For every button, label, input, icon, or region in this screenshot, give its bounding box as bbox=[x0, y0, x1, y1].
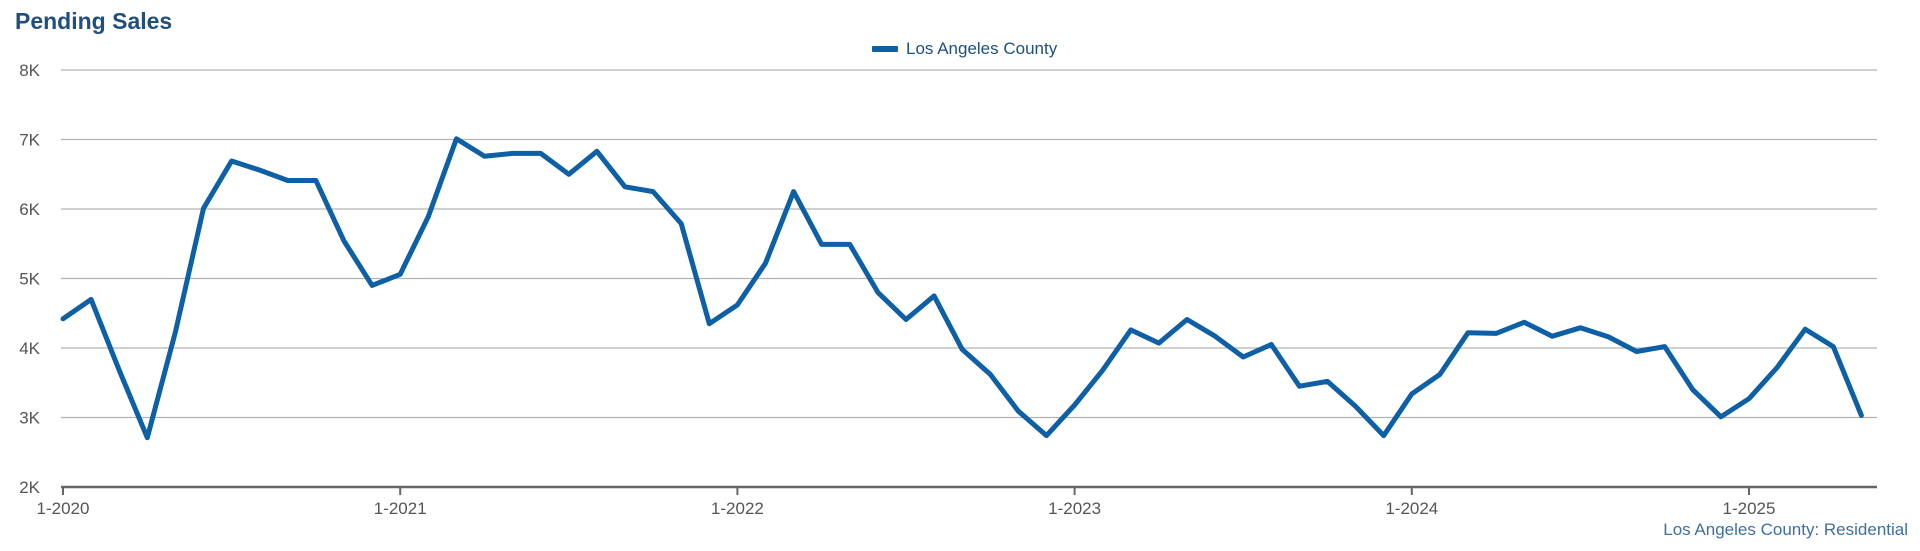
chart-legend: Los Angeles County bbox=[872, 39, 1057, 59]
x-tick-label: 1-2022 bbox=[711, 499, 764, 518]
chart-title: Pending Sales bbox=[15, 8, 173, 34]
y-tick-label: 7K bbox=[19, 131, 40, 150]
x-tick-label: 1-2024 bbox=[1385, 499, 1438, 518]
y-tick-label: 2K bbox=[19, 478, 40, 497]
x-tick-label: 1-2023 bbox=[1048, 499, 1101, 518]
x-tick-label: 1-2020 bbox=[37, 499, 90, 518]
y-tick-label: 5K bbox=[19, 270, 40, 289]
y-tick-label: 8K bbox=[19, 61, 40, 80]
chart-footnote: Los Angeles County: Residential bbox=[1663, 520, 1908, 539]
x-tick-label: 1-2021 bbox=[374, 499, 427, 518]
legend-swatch bbox=[872, 46, 898, 52]
y-tick-label: 3K bbox=[19, 409, 40, 428]
y-tick-label: 4K bbox=[19, 339, 40, 358]
legend-label: Los Angeles County bbox=[906, 39, 1058, 58]
x-tick-label: 1-2025 bbox=[1723, 499, 1776, 518]
series-line bbox=[60, 136, 1864, 441]
y-tick-label: 6K bbox=[19, 200, 40, 219]
